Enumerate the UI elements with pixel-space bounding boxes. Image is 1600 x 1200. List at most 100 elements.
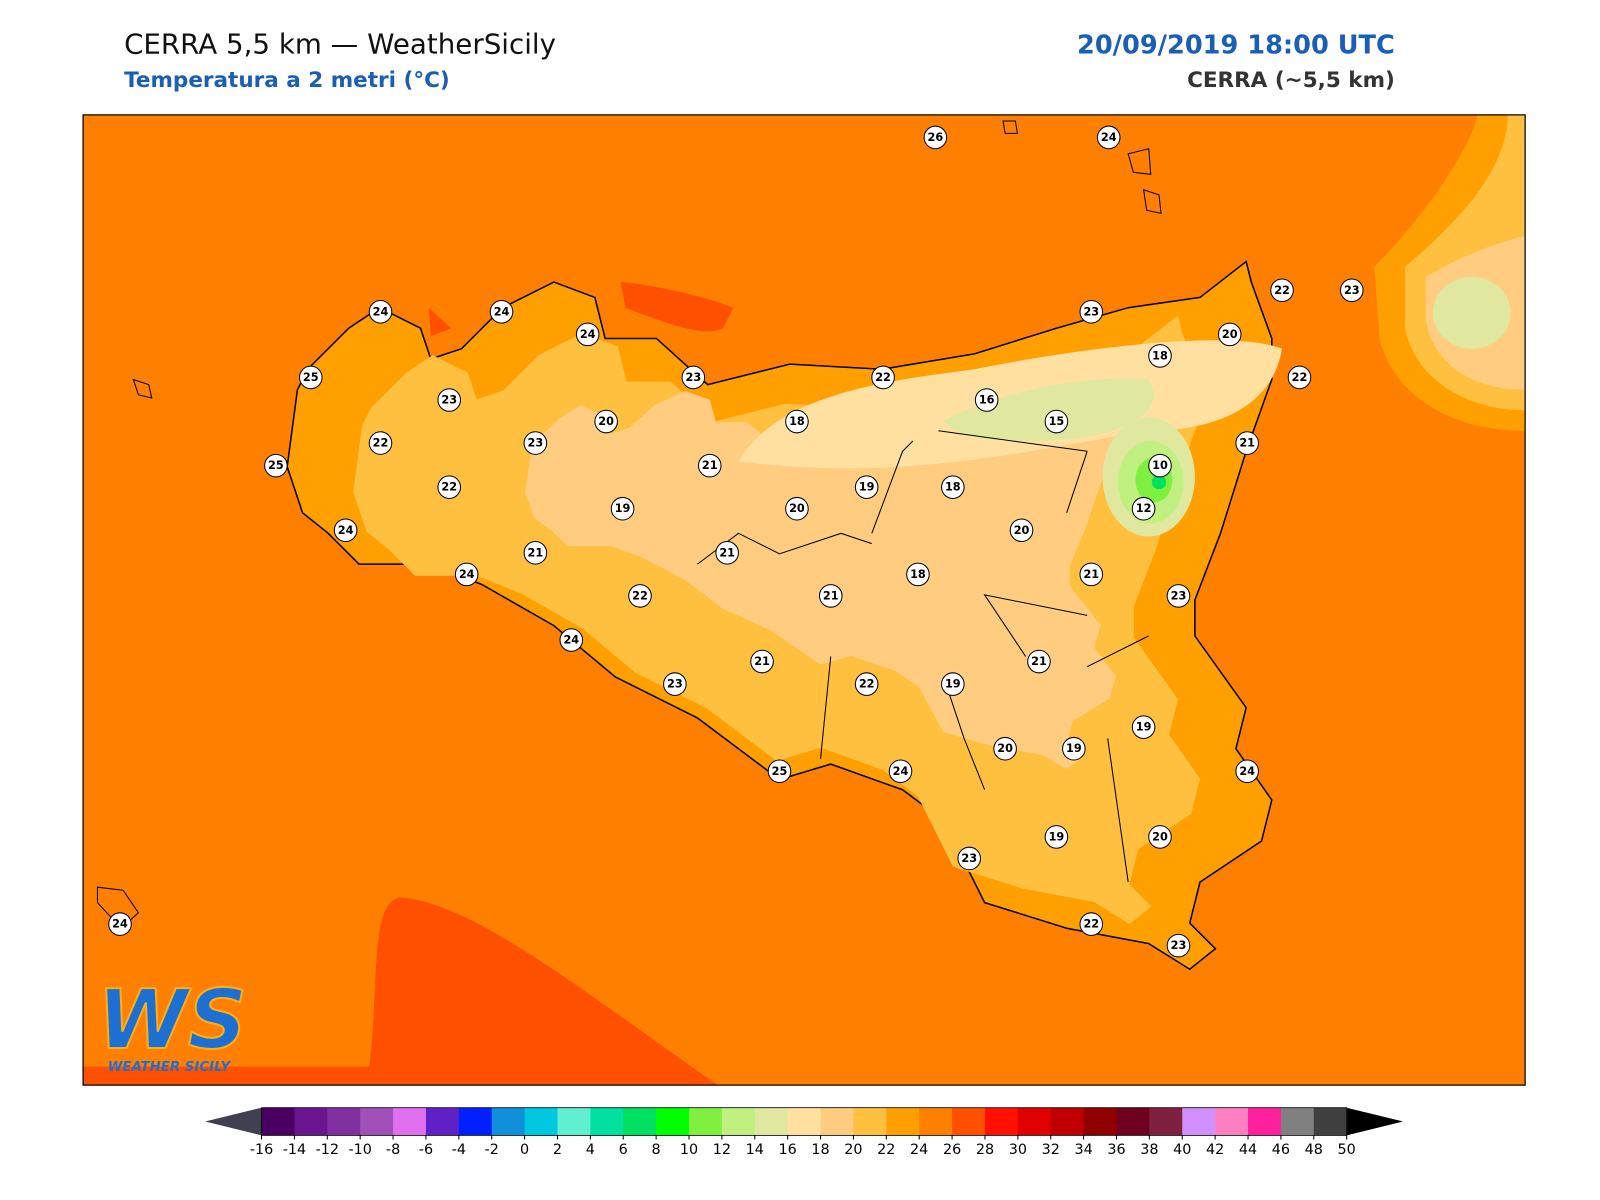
station-marker xyxy=(264,453,288,478)
station-marker xyxy=(854,672,879,696)
station: 21 xyxy=(1027,649,1051,674)
station-value: 20 xyxy=(789,502,805,515)
colorbar-label: -12 xyxy=(316,1142,339,1158)
station-value: 21 xyxy=(719,546,735,559)
colorbar-label: 38 xyxy=(1140,1142,1158,1158)
station-marker xyxy=(871,365,895,390)
station: 19 xyxy=(941,672,965,696)
station-marker xyxy=(1062,736,1086,761)
station-marker xyxy=(489,300,514,324)
station-value: 26 xyxy=(928,131,944,144)
station-marker xyxy=(1235,759,1259,784)
station-value: 19 xyxy=(1066,742,1082,755)
station-value: 18 xyxy=(945,481,961,494)
station-value: 22 xyxy=(859,678,875,691)
station-marker xyxy=(1148,825,1172,849)
colorbar-label: 20 xyxy=(844,1142,862,1158)
station-marker xyxy=(1339,278,1364,303)
station-marker xyxy=(663,672,687,696)
station-value: 20 xyxy=(598,415,614,428)
station: 20 xyxy=(1217,322,1242,347)
station: 23 xyxy=(437,388,462,412)
station-marker xyxy=(923,125,948,150)
station-value: 19 xyxy=(615,502,631,515)
station-marker xyxy=(767,759,792,784)
colorbar-swatch xyxy=(721,1107,756,1136)
station: 23 xyxy=(1166,584,1191,608)
station: 22 xyxy=(871,365,895,390)
station-value: 22 xyxy=(1274,284,1290,297)
station: 24 xyxy=(489,300,514,324)
colorbar-under xyxy=(205,1107,262,1136)
station: 23 xyxy=(523,431,548,455)
station-marker xyxy=(575,322,600,347)
map: 26 24 24 24 24 22 23 23 20 25 23 22 18 22 23 16 15 20 18 22… xyxy=(83,114,1526,1086)
date: 20/09/2019 18:00 UTC xyxy=(1077,30,1395,60)
station: 22 xyxy=(1270,278,1294,303)
station-marker xyxy=(974,388,999,412)
colorbar-swatch xyxy=(360,1107,394,1136)
station-marker xyxy=(454,562,479,587)
stations: 26 24 24 24 24 22 23 23 20 25 23 22 18 22 23 16 15 20 18 22… xyxy=(108,125,1364,958)
station-value: 23 xyxy=(667,678,683,691)
station-value: 19 xyxy=(945,678,961,691)
station: 21 xyxy=(1235,431,1259,455)
station-marker xyxy=(437,475,462,499)
station: 18 xyxy=(906,562,930,587)
logo: WS WEATHER SICILY xyxy=(96,972,248,1075)
station-value: 19 xyxy=(859,481,875,494)
station-value: 22 xyxy=(1292,371,1308,384)
station-value: 23 xyxy=(528,437,544,450)
station: 22 xyxy=(854,672,879,696)
station-marker xyxy=(1148,344,1172,368)
station-marker xyxy=(1131,496,1156,521)
colorbar-swatch xyxy=(754,1107,789,1136)
station: 22 xyxy=(368,431,393,455)
station-marker xyxy=(715,541,739,565)
station: 19 xyxy=(610,496,635,521)
station-value: 21 xyxy=(823,589,839,602)
station-marker xyxy=(1079,300,1104,324)
station: 25 xyxy=(298,365,323,390)
colorbar-swatch xyxy=(656,1107,690,1136)
station: 21 xyxy=(697,453,722,478)
colorbar-swatch xyxy=(1182,1107,1216,1136)
station-marker xyxy=(1166,933,1191,958)
station: 23 xyxy=(957,846,982,871)
station-marker xyxy=(523,431,548,455)
station-marker xyxy=(1235,431,1259,455)
station-marker xyxy=(610,496,635,521)
station: 20 xyxy=(993,736,1017,761)
station: 18 xyxy=(785,409,809,434)
colorbar-label: 16 xyxy=(779,1142,797,1158)
station-marker xyxy=(941,672,965,696)
station: 21 xyxy=(750,649,774,674)
colorbar-swatch xyxy=(1116,1107,1150,1136)
station-marker xyxy=(1079,562,1104,587)
colorbar-swatch xyxy=(1083,1107,1118,1136)
station-marker xyxy=(1044,409,1069,434)
colorbar-label: -16 xyxy=(250,1142,273,1158)
colorbar-swatch xyxy=(393,1107,427,1136)
station-marker xyxy=(559,628,584,652)
colorbar-label: 12 xyxy=(713,1142,731,1158)
station-marker xyxy=(1217,322,1242,347)
colorbar-label: 32 xyxy=(1042,1142,1060,1158)
station-value: 24 xyxy=(459,568,475,581)
colorbar-swatch xyxy=(1313,1107,1348,1136)
station-marker xyxy=(1044,825,1069,849)
station-value: 22 xyxy=(373,437,389,450)
colorbar-border xyxy=(261,1107,1348,1136)
station-value: 21 xyxy=(1239,437,1255,450)
station-marker xyxy=(1270,278,1294,303)
colorbar-label: 10 xyxy=(680,1142,698,1158)
station: 22 xyxy=(1287,365,1312,390)
frame xyxy=(82,114,1526,1086)
station-value: 25 xyxy=(303,371,319,384)
station: 19 xyxy=(1044,825,1069,849)
station: 23 xyxy=(1166,933,1191,958)
colorbar-label: 0 xyxy=(520,1142,529,1158)
station: 21 xyxy=(818,584,843,608)
station: 24 xyxy=(559,628,584,652)
